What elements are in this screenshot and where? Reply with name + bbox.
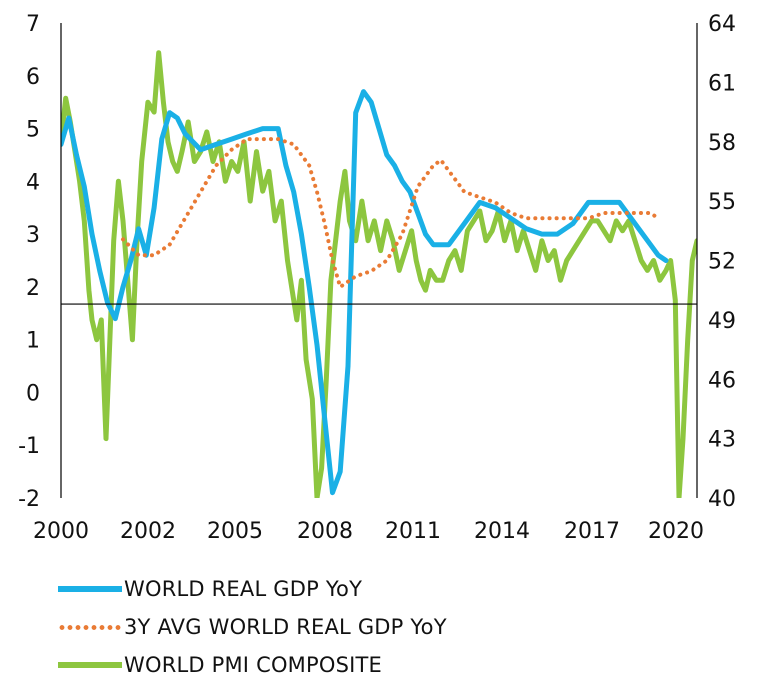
legend-label: WORLD PMI COMPOSITE (124, 653, 383, 677)
y-right-tick-label: 55 (708, 190, 736, 215)
series-line-world-pmi-composite (61, 50, 697, 498)
y-left-tick-label: -1 (18, 434, 40, 459)
series-line-3y-avg-world-real-gdp-yoy (121, 137, 661, 289)
y-left-tick-label: -2 (18, 487, 40, 512)
y-left-tick-label: 1 (26, 329, 40, 354)
y-left-tick-label: 2 (26, 276, 40, 301)
axes-layer (60, 23, 698, 498)
x-tick-label: 2011 (385, 519, 441, 544)
x-tick-label: 2017 (564, 519, 620, 544)
y-right-tick-label: 43 (708, 428, 736, 453)
legend-swatch-pmi (58, 662, 122, 668)
y-left-tick-label: 3 (26, 223, 40, 248)
y-left-tick-label: 7 (26, 12, 40, 37)
y-right-tick-label: 40 (708, 487, 736, 512)
legend-swatch-3y-avg (58, 624, 122, 630)
y-left-tick-label: 4 (26, 170, 40, 195)
legend-item: WORLD REAL GDP YoY (58, 570, 447, 608)
y-left-tick-label: 0 (26, 381, 40, 406)
series-layer (61, 50, 697, 498)
x-tick-label: 2005 (207, 519, 263, 544)
series-line-world-real-gdp-yoy (61, 89, 669, 496)
x-tick-label: 2000 (33, 519, 89, 544)
legend-label: WORLD REAL GDP YoY (124, 577, 363, 601)
y-right-tick-label: 52 (708, 250, 736, 275)
y-right-tick-label: 61 (708, 71, 736, 96)
x-tick-label: 2020 (648, 519, 704, 544)
y-right-tick-label: 64 (708, 12, 736, 37)
x-tick-label: 2014 (474, 519, 530, 544)
legend-swatch-gdp (58, 586, 122, 592)
y-right-tick-label: 46 (708, 368, 736, 393)
x-tick-label: 2002 (120, 519, 176, 544)
legend-label: 3Y AVG WORLD REAL GDP YoY (124, 615, 447, 639)
y-left-tick-label: 5 (26, 118, 40, 143)
legend-item: WORLD PMI COMPOSITE (58, 646, 447, 684)
legend-item: 3Y AVG WORLD REAL GDP YoY (58, 608, 447, 646)
y-right-tick-label: 58 (708, 131, 736, 156)
y-right-tick-label: 49 (708, 309, 736, 334)
x-tick-label: 2008 (297, 519, 353, 544)
legend: WORLD REAL GDP YoY 3Y AVG WORLD REAL GDP… (58, 570, 447, 684)
y-left-tick-label: 6 (26, 65, 40, 90)
